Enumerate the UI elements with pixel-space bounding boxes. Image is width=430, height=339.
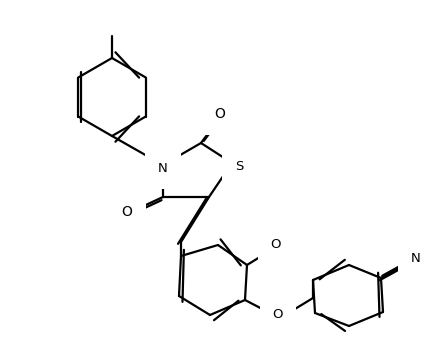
Text: O: O [121,205,132,219]
Text: O: O [214,107,225,121]
Text: N: N [158,162,168,176]
Text: O: O [272,308,283,321]
Text: S: S [234,160,243,174]
Text: N: N [410,252,420,264]
Text: O: O [270,238,281,251]
